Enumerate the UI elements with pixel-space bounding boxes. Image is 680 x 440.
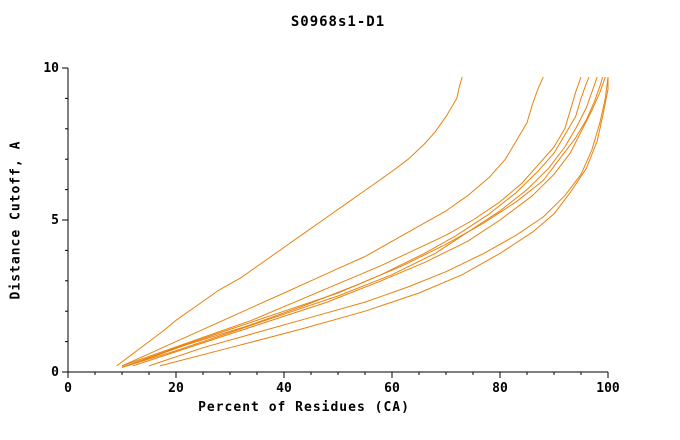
x-tick-label: 40 (276, 381, 292, 396)
chart-title: S0968s1-D1 (290, 14, 386, 30)
x-tick-label: 20 (168, 381, 184, 396)
x-tick-label: 60 (384, 381, 400, 396)
series-curve-5 (121, 76, 598, 368)
x-tick-label: 100 (596, 381, 620, 396)
x-axis-label: Percent of Residues (CA) (198, 400, 410, 415)
series-curve-1 (116, 76, 463, 367)
series-curve-4 (121, 76, 590, 368)
series-curve-6 (127, 76, 604, 367)
x-tick-label: 80 (492, 381, 508, 396)
x-tick-label: 0 (64, 381, 72, 396)
series-curve-9 (159, 77, 609, 367)
series-curve-2 (121, 76, 544, 367)
series-curve-3 (121, 76, 582, 367)
y-tick-label: 0 (51, 365, 59, 380)
series-curve-7 (132, 76, 606, 367)
y-tick-label: 10 (43, 61, 59, 76)
y-tick-label: 5 (51, 213, 59, 228)
series-curve-8 (148, 77, 609, 367)
